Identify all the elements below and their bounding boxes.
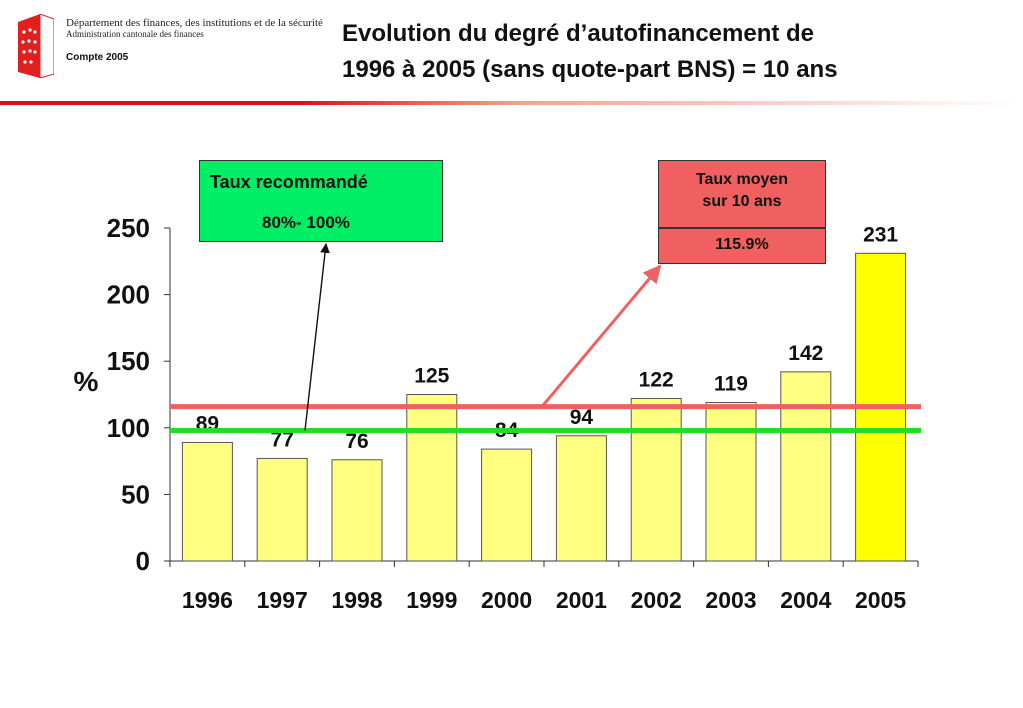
recommended-arrow [304, 243, 330, 431]
average-rate-value: 115.9% [658, 228, 826, 264]
y-tick-label: 150 [107, 346, 150, 376]
bar [630, 397, 682, 562]
bar [780, 371, 832, 562]
bar-value-label: 77 [271, 428, 294, 451]
recommended-rate-box: Taux recommandé 80%- 100% [199, 160, 443, 242]
recommended-rate-label: Taux recommandé [210, 172, 368, 192]
x-tick-label: 2005 [855, 587, 906, 613]
x-tick-label: 1997 [257, 587, 308, 613]
bar-value-label: 76 [345, 430, 368, 453]
x-tick-label: 1996 [182, 587, 233, 613]
y-tick-label: 100 [107, 413, 150, 443]
bar [705, 401, 757, 562]
page-title-line2: 1996 à 2005 (sans quote-part BNS) = 10 a… [342, 56, 838, 83]
recommended-rate-range: 80%- 100% [262, 213, 350, 232]
org-name: Département des finances, des institutio… [66, 17, 323, 29]
y-tick-label: 0 [136, 546, 150, 576]
y-axis-label: % [74, 366, 99, 397]
x-tick-label: 2000 [481, 587, 532, 613]
average-rate-label-line1: Taux moyen [695, 171, 789, 188]
bar [181, 441, 233, 562]
y-tick-label: 250 [107, 213, 150, 243]
bar-value-label: 231 [863, 223, 898, 246]
bar-value-label: 122 [639, 368, 674, 391]
x-tick-label: 2002 [631, 587, 682, 613]
header-divider [0, 101, 1023, 105]
bar-value-label: 142 [788, 342, 823, 365]
average-arrow [540, 264, 662, 408]
bar [256, 457, 308, 562]
y-tick-label: 50 [121, 479, 150, 509]
org-subname: Administration cantonale des finances [66, 29, 204, 39]
x-tick-label: 2003 [705, 587, 756, 613]
bar [406, 394, 458, 562]
bar [331, 459, 383, 562]
bar [481, 448, 533, 562]
canton-logo [18, 14, 54, 78]
bar [555, 435, 607, 562]
page-title-line1: Evolution du degré d’autofinancement de [342, 20, 815, 47]
y-tick-label: 200 [107, 280, 150, 310]
x-tick-label: 2004 [780, 587, 831, 613]
compte-label: Compte 2005 [66, 52, 129, 63]
bar-value-label: 125 [414, 365, 449, 388]
bar-value-label: 94 [570, 406, 594, 429]
x-tick-label: 1998 [331, 587, 382, 613]
x-tick-label: 1999 [406, 587, 457, 613]
average-rate-label-line2: sur 10 ans [702, 193, 782, 210]
bar-value-label: 119 [714, 372, 748, 395]
x-tick-label: 2001 [556, 587, 607, 613]
average-rate-box: Taux moyen sur 10 ans [658, 160, 826, 228]
